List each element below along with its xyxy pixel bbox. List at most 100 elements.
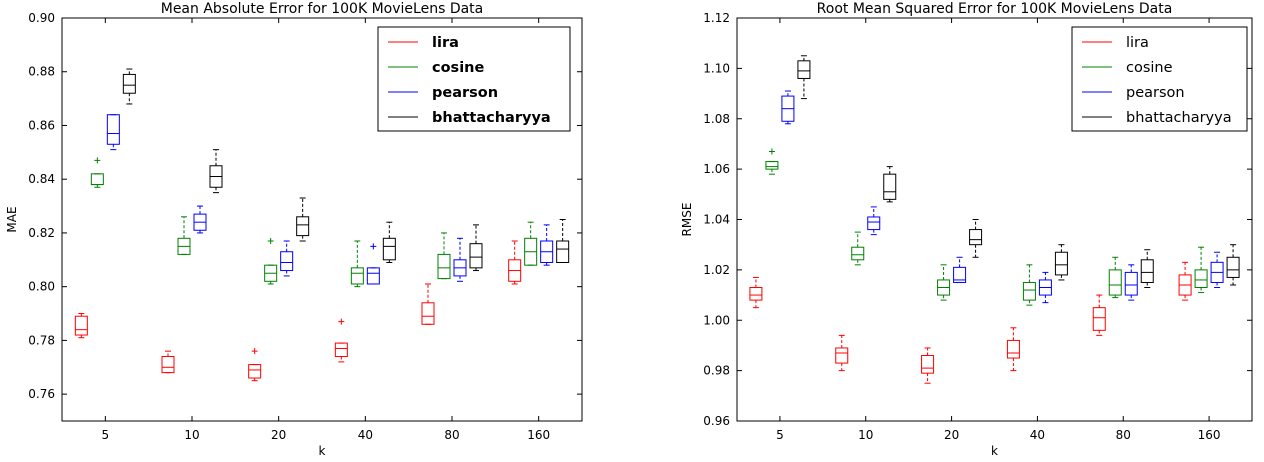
box-bhattacharyya-40 — [1054, 244, 1068, 281]
x-tick-label: 5 — [776, 428, 784, 442]
flier-point — [370, 243, 377, 250]
box-pearson-160 — [540, 224, 554, 266]
box-body — [1124, 271, 1138, 296]
box-body — [122, 73, 136, 94]
box-body — [556, 240, 570, 263]
box-body — [280, 251, 294, 272]
flier-point — [251, 348, 258, 355]
box-cosine-20 — [264, 237, 278, 285]
legend-label-lira: lira — [1126, 35, 1149, 51]
legend-box — [377, 26, 571, 132]
box-bhattacharyya-20 — [296, 197, 310, 242]
y-tick-label: 1.06 — [703, 162, 730, 176]
box-lira-20 — [248, 348, 262, 382]
box-body — [90, 173, 104, 186]
box-body — [1092, 307, 1106, 331]
box-body — [106, 114, 120, 145]
y-tick-label: 0.96 — [703, 414, 730, 428]
box-lira-5 — [74, 313, 88, 339]
legend-label-cosine: cosine — [432, 60, 484, 76]
x-tick-label: 40 — [358, 428, 373, 442]
box-bhattacharyya-80 — [469, 224, 483, 272]
box-body — [382, 237, 396, 261]
box-pearson-40 — [1038, 271, 1052, 304]
flier-point — [267, 237, 274, 244]
chart-title: Mean Absolute Error for 100K MovieLens D… — [161, 1, 484, 17]
flier-point — [768, 148, 775, 155]
box-pearson-20 — [953, 256, 967, 283]
x-tick-label: 20 — [271, 428, 286, 442]
box-pearson-80 — [1124, 264, 1138, 301]
box-body — [749, 287, 763, 301]
legend-label-cosine: cosine — [1126, 60, 1173, 76]
y-tick-label: 0.90 — [28, 11, 55, 25]
legend: lira cosine pearson bhattacharyya — [377, 26, 571, 132]
y-tick-label: 0.78 — [28, 333, 55, 347]
box-cosine-160 — [524, 221, 538, 266]
box-body — [953, 266, 967, 283]
box-bhattacharyya-10 — [883, 166, 897, 203]
box-body — [797, 60, 811, 79]
box-body — [851, 246, 865, 261]
x-tick-label: 10 — [184, 428, 199, 442]
y-tick-label: 0.76 — [28, 387, 55, 401]
flier-point — [94, 157, 101, 164]
box-cosine-160 — [1194, 246, 1208, 294]
legend-label-lira: lira — [432, 35, 459, 51]
box-body — [366, 267, 380, 285]
x-tick-label: 5 — [102, 428, 110, 442]
box-lira-10 — [835, 334, 849, 372]
box-bhattacharyya-40 — [382, 221, 396, 263]
box-cosine-10 — [851, 231, 865, 266]
x-axis-label: k — [991, 444, 998, 458]
box-lira-5 — [749, 276, 763, 309]
y-axis-label: MAE — [5, 206, 19, 232]
y-tick-label: 1.12 — [703, 11, 730, 25]
box-body — [1194, 269, 1208, 289]
box-body — [1022, 281, 1036, 301]
y-tick-label: 1.02 — [703, 263, 730, 277]
box-cosine-80 — [1108, 256, 1122, 299]
box-pearson-10 — [193, 205, 207, 234]
legend-box — [1071, 26, 1248, 132]
box-body — [1226, 256, 1240, 278]
y-tick-label: 1.08 — [703, 112, 730, 126]
box-cosine-40 — [350, 240, 364, 288]
box-body — [921, 355, 935, 374]
box-body — [765, 161, 779, 170]
axes-frame — [61, 17, 583, 422]
box-body — [296, 216, 310, 237]
box-bhattacharyya-160 — [1226, 244, 1240, 286]
y-tick-label: 0.98 — [703, 364, 730, 378]
box-body — [469, 243, 483, 269]
box-body — [969, 229, 983, 246]
box-body — [867, 216, 881, 231]
axes-frame — [736, 17, 1253, 422]
box-body — [835, 347, 849, 364]
legend-label-pearson: pearson — [432, 85, 498, 101]
box-cosine-40 — [1022, 264, 1036, 306]
box-bhattacharyya-160 — [556, 219, 570, 263]
y-tick-label: 1.04 — [703, 213, 730, 227]
x-axis-label: k — [319, 444, 326, 458]
box-body — [350, 267, 364, 285]
y-axis-label: RMSE — [680, 203, 694, 237]
box-pearson-80 — [453, 237, 467, 282]
box-lira-10 — [161, 350, 175, 374]
box-bhattacharyya-80 — [1140, 249, 1154, 289]
box-lira-80 — [421, 283, 435, 325]
box-lira-20 — [921, 347, 935, 384]
box-bhattacharyya-5 — [797, 55, 811, 100]
y-tick-label: 1.00 — [703, 313, 730, 327]
box-cosine-80 — [437, 232, 451, 280]
box-pearson-5 — [106, 114, 120, 151]
x-tick-label: 80 — [1116, 428, 1131, 442]
legend-label-bhattacharyya: bhattacharyya — [432, 110, 551, 126]
chart-panel-mae: Mean Absolute Error for 100K MovieLens D… — [5, 1, 583, 458]
box-pearson-20 — [280, 240, 294, 277]
box-pearson-5 — [781, 90, 795, 125]
box-body — [248, 364, 262, 379]
box-lira-80 — [1092, 294, 1106, 336]
box-cosine-5 — [765, 148, 779, 175]
